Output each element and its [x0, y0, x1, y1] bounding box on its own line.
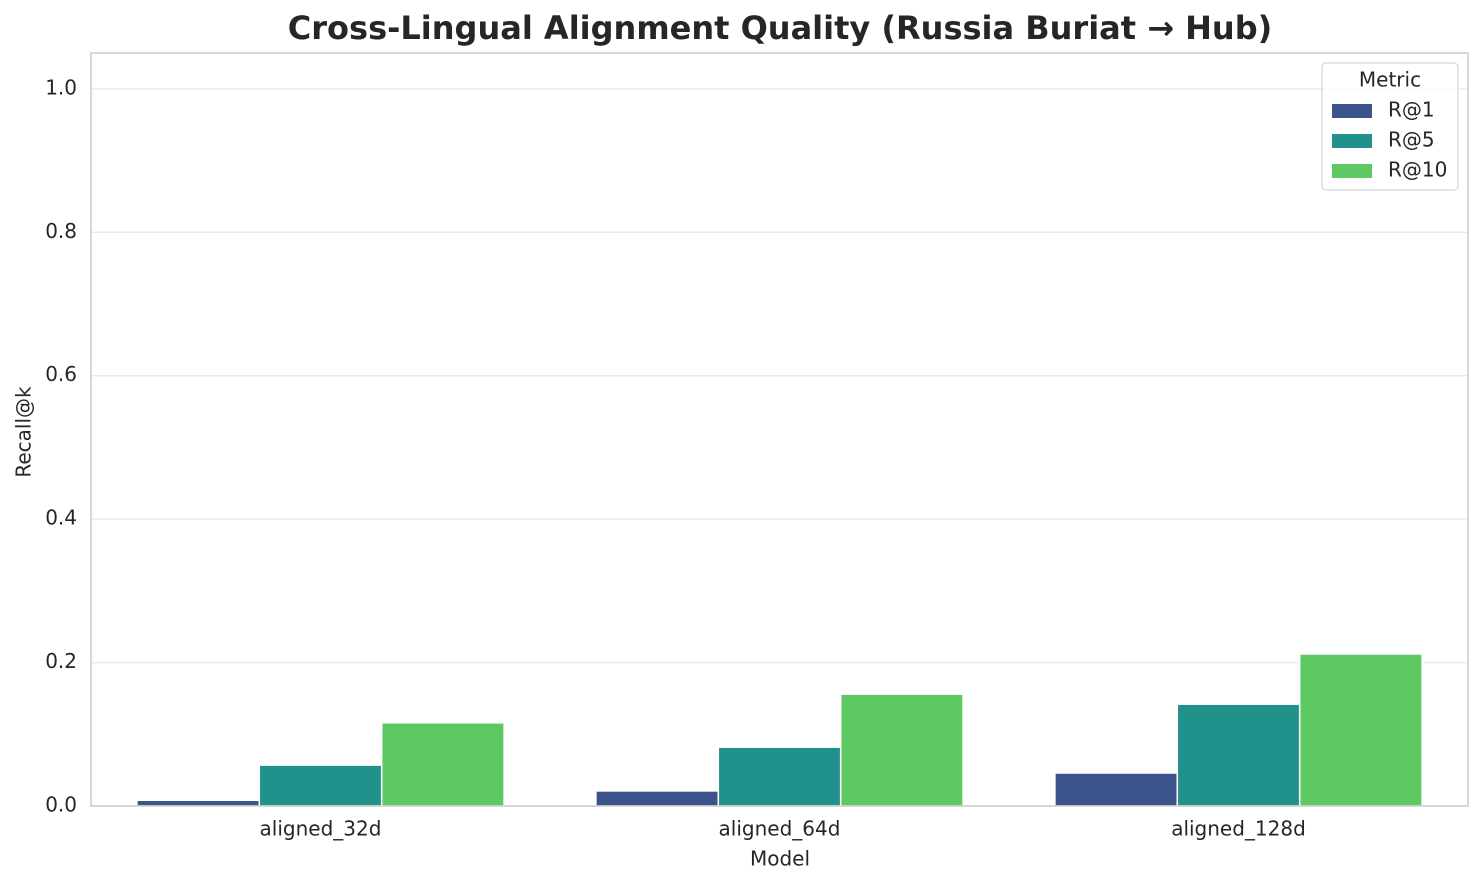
plot-frame [90, 52, 1469, 807]
x-tick-label: aligned_128d [1171, 817, 1306, 841]
x-axis-label: Model [750, 847, 810, 871]
legend-swatch [1332, 134, 1372, 148]
x-tick-label: aligned_64d [719, 817, 841, 841]
chart-title: Cross-Lingual Alignment Quality (Russia … [288, 9, 1272, 47]
bar [839, 693, 964, 807]
y-tick-label: 0.6 [45, 362, 77, 386]
bar [1176, 703, 1301, 807]
y-tick-label: 1.0 [45, 75, 77, 99]
bar [595, 790, 720, 807]
y-tick-label: 0.2 [45, 649, 77, 673]
y-axis-label: Recall@k [12, 386, 36, 478]
bar [258, 764, 383, 807]
legend-title: Metric [1359, 68, 1421, 92]
legend-label: R@10 [1388, 158, 1447, 182]
bar [380, 722, 505, 807]
x-tick-label: aligned_32d [260, 817, 382, 841]
bar [136, 799, 261, 807]
legend-box [1321, 62, 1459, 191]
y-tick-label: 0.4 [45, 506, 77, 530]
legend-swatch [1332, 164, 1372, 178]
legend-label: R@5 [1388, 128, 1435, 152]
bar [717, 746, 842, 807]
y-tick-label: 0.0 [45, 793, 77, 817]
y-tick-label: 0.8 [45, 219, 77, 243]
bar [1298, 653, 1423, 807]
legend-label: R@1 [1388, 98, 1435, 122]
bar [1054, 772, 1179, 807]
legend-swatch [1332, 104, 1372, 118]
